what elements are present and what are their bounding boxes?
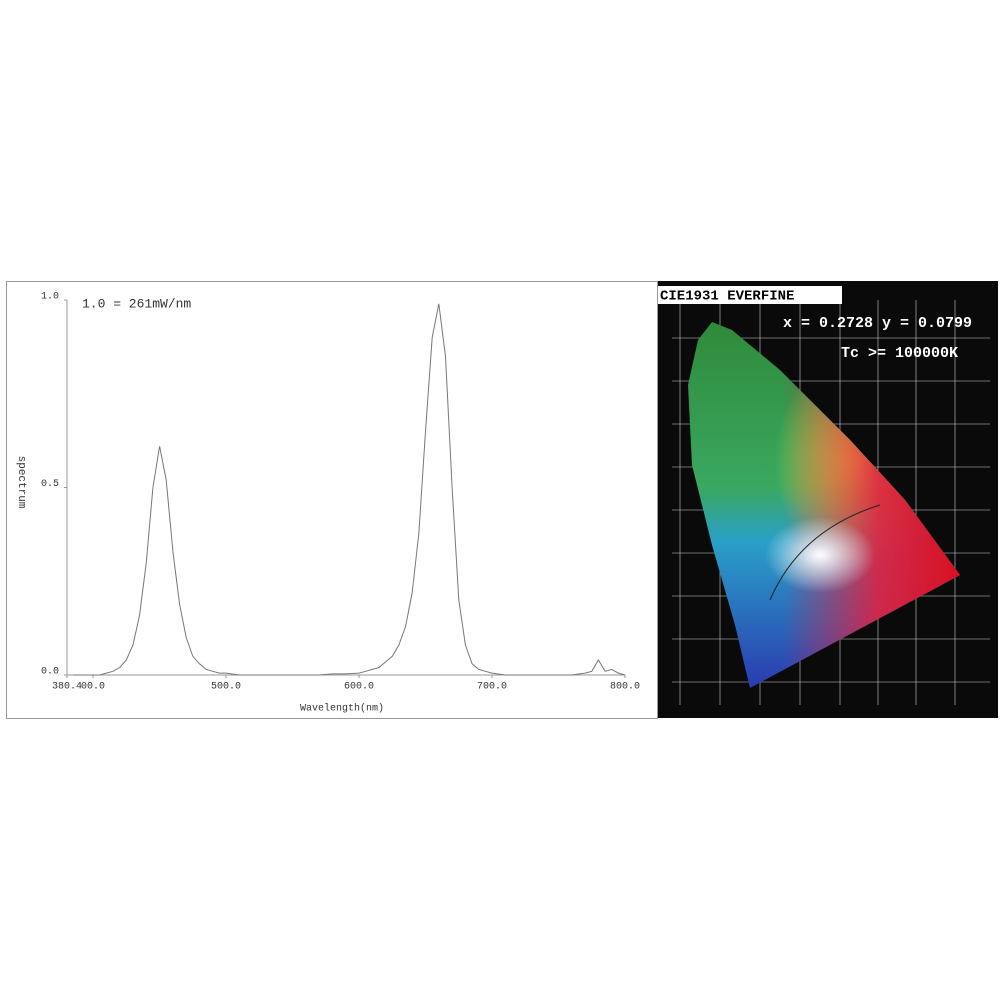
cie-title: CIE1931 EVERFINE: [660, 289, 794, 305]
cie-title-bg: [658, 286, 842, 304]
cie-white: [765, 517, 875, 593]
y-axis-label: spectrum: [15, 456, 27, 509]
planckian-locus: [769, 504, 881, 601]
y-tick-label: 1.0: [41, 292, 59, 303]
annotation: 1.0 = 261mW/nm: [82, 296, 191, 311]
x-tick-label: 700.0: [477, 682, 507, 693]
cie-red: [688, 322, 960, 688]
cie-panel: CIE1931 EVERFINE x = 0.2728 y = 0.0799 T…: [658, 281, 998, 718]
cie-coordinates: x = 0.2728 y = 0.0799: [783, 315, 972, 332]
plot: 0.0 0.5 1.0 380.4 00.0 500.0 600.0 700.0 800.0: [41, 292, 640, 693]
chart-frame: [6, 281, 658, 719]
x-tick-label: 800.0: [610, 682, 640, 693]
y-tick-label: 0.5: [41, 479, 59, 490]
x-tick-label: 00.0: [81, 682, 105, 693]
x-tick-label: 600.0: [344, 682, 374, 693]
spectrum-line: [73, 303, 626, 676]
y-tick-label: 0.0: [41, 667, 59, 678]
cie-tc: Tc >= 100000K: [841, 345, 958, 362]
x-axis-label: Wavelength(nm): [300, 703, 384, 715]
x-tick-label: 380.4: [52, 682, 82, 693]
x-tick-label: 500.0: [211, 682, 241, 693]
